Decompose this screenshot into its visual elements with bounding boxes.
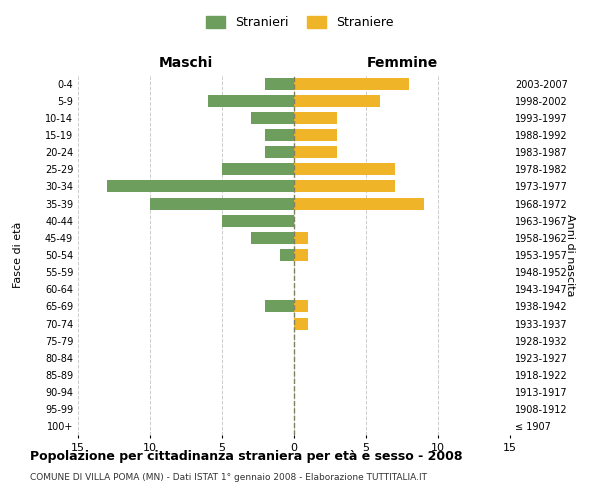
Bar	[265, 146, 294, 158]
Bar	[222, 164, 294, 175]
Bar	[150, 198, 294, 209]
Bar	[265, 129, 294, 141]
Bar	[251, 232, 294, 244]
Bar	[294, 129, 337, 141]
Bar	[294, 198, 424, 209]
Bar	[294, 164, 395, 175]
Text: Fasce di età: Fasce di età	[13, 222, 23, 288]
Bar	[294, 94, 380, 106]
Bar	[208, 94, 294, 106]
Bar	[265, 300, 294, 312]
Text: Popolazione per cittadinanza straniera per età e sesso - 2008: Popolazione per cittadinanza straniera p…	[30, 450, 463, 463]
Bar	[294, 318, 308, 330]
Text: Maschi: Maschi	[159, 56, 213, 70]
Bar	[294, 180, 395, 192]
Bar	[294, 112, 337, 124]
Legend: Stranieri, Straniere: Stranieri, Straniere	[202, 11, 398, 34]
Text: Femmine: Femmine	[367, 56, 437, 70]
Bar	[107, 180, 294, 192]
Bar	[294, 232, 308, 244]
Bar	[294, 78, 409, 90]
Bar	[265, 78, 294, 90]
Text: COMUNE DI VILLA POMA (MN) - Dati ISTAT 1° gennaio 2008 - Elaborazione TUTTITALIA: COMUNE DI VILLA POMA (MN) - Dati ISTAT 1…	[30, 472, 427, 482]
Bar	[280, 249, 294, 261]
Bar	[294, 249, 308, 261]
Bar	[294, 300, 308, 312]
Bar	[222, 214, 294, 226]
Text: Anni di nascita: Anni di nascita	[565, 214, 575, 296]
Bar	[294, 146, 337, 158]
Bar	[251, 112, 294, 124]
